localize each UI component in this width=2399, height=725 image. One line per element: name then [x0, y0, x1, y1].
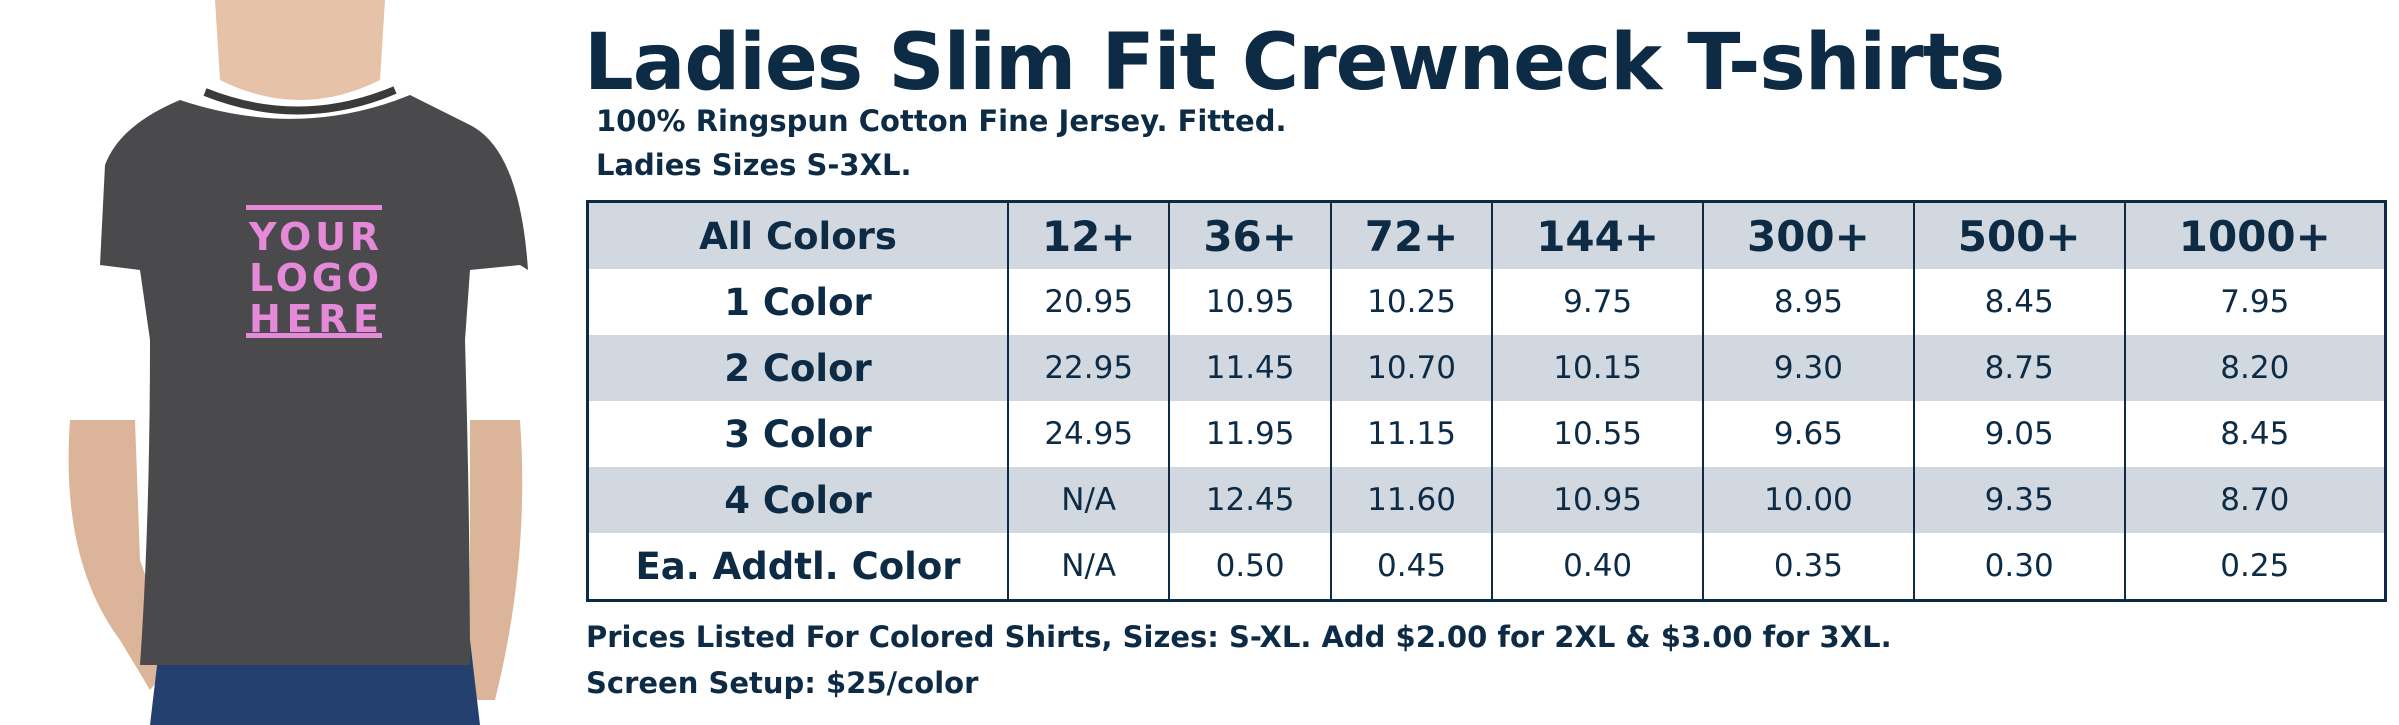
cell: 1000+	[2123, 201, 2386, 269]
cell: 10.95	[1168, 269, 1331, 335]
cell: 11.15	[1329, 401, 1493, 467]
cell: 0.35	[1702, 533, 1914, 601]
cell: 10.55	[1491, 401, 1704, 467]
cell: 0.30	[1912, 533, 2125, 601]
table-row: Ea. Addtl. Color N/A 0.50 0.45 0.40 0.35 0.30 0…	[588, 533, 2386, 601]
cell: 9.65	[1702, 401, 1914, 467]
table-row: 2 Color 22.95 11.45 10.70 10.15 9.30 8.75 8.20	[587, 335, 2386, 401]
cell: 0.45	[1329, 533, 1493, 601]
cell: 10.00	[1702, 467, 1914, 533]
cell: 8.75	[1912, 335, 2125, 401]
note: Prices Listed For Colored Shirts, Sizes:…	[586, 620, 1892, 654]
cell: 9.35	[1912, 467, 2125, 533]
cell: 0.50	[1168, 533, 1331, 601]
cell: 500+	[1912, 201, 2125, 269]
cell: 9.05	[1912, 401, 2125, 467]
cell: 11.95	[1168, 401, 1331, 467]
row-label: 2 Color	[587, 335, 1008, 401]
cell: 8.70	[2123, 467, 2386, 533]
cell: 0.40	[1491, 533, 1704, 601]
table-row: 3 Color 24.95 11.95 11.15 10.55 9.65 9.05 8.45	[588, 401, 2386, 467]
cell: 11.45	[1168, 335, 1331, 401]
row-label: 4 Color	[587, 467, 1008, 533]
subtitle: 100% Ringspun Cotton Fine Jersey. Fitted…	[596, 104, 1287, 138]
cell: 10.25	[1329, 269, 1493, 335]
row-label: 1 Color	[724, 280, 872, 324]
table-row: All Colors 12+ 36+ 72+ 144+ 300+ 500+ 1000+	[587, 201, 2386, 269]
row-label: Ea. Addtl. Color	[635, 544, 961, 588]
cell: N/A	[1006, 467, 1170, 533]
title: Ladies Slim Fit Crewneck T-shirts	[584, 18, 2005, 108]
row-label: 3 Color	[724, 412, 872, 456]
price-table: All Colors 12+ 36+ 72+ 144+ 300+ 500+ 1000+ 1 Co…	[586, 200, 2387, 602]
row-label: All Colors	[587, 201, 1008, 269]
cell: 10.15	[1491, 335, 1704, 401]
logo-text: LOGO	[249, 256, 379, 300]
cell: 8.20	[2123, 335, 2386, 401]
cell: 8.45	[2123, 401, 2386, 467]
cell: 10.70	[1329, 335, 1493, 401]
table-row: 1 Color 20.95 10.95 10.25 9.75 8.95 8.45 7.95	[588, 269, 2386, 335]
cell: 10.95	[1491, 467, 1704, 533]
cell: 9.75	[1491, 269, 1704, 335]
cell: 9.30	[1702, 335, 1914, 401]
table-row: 4 Color N/A 12.45 11.60 10.95 10.00 9.35 8.70	[587, 467, 2386, 533]
cell: 11.60	[1329, 467, 1493, 533]
cell: 300+	[1702, 201, 1914, 269]
subtitle: Ladies Sizes S-3XL.	[596, 148, 912, 182]
cell: 0.25	[2123, 533, 2386, 601]
cell: 20.95	[1006, 269, 1170, 335]
cell: 22.95	[1006, 335, 1170, 401]
cell: 7.95	[2123, 269, 2386, 335]
cell: 144+	[1491, 201, 1704, 269]
cell: 12.45	[1168, 467, 1331, 533]
cell: 8.45	[1912, 269, 2125, 335]
cell: 8.95	[1702, 269, 1914, 335]
cell: 24.95	[1006, 401, 1170, 467]
note: Screen Setup: $25/color	[586, 666, 979, 700]
cell: 72+	[1329, 201, 1493, 269]
cell: 36+	[1168, 201, 1331, 269]
cell: N/A	[1006, 533, 1170, 601]
cell: 12+	[1006, 201, 1170, 269]
